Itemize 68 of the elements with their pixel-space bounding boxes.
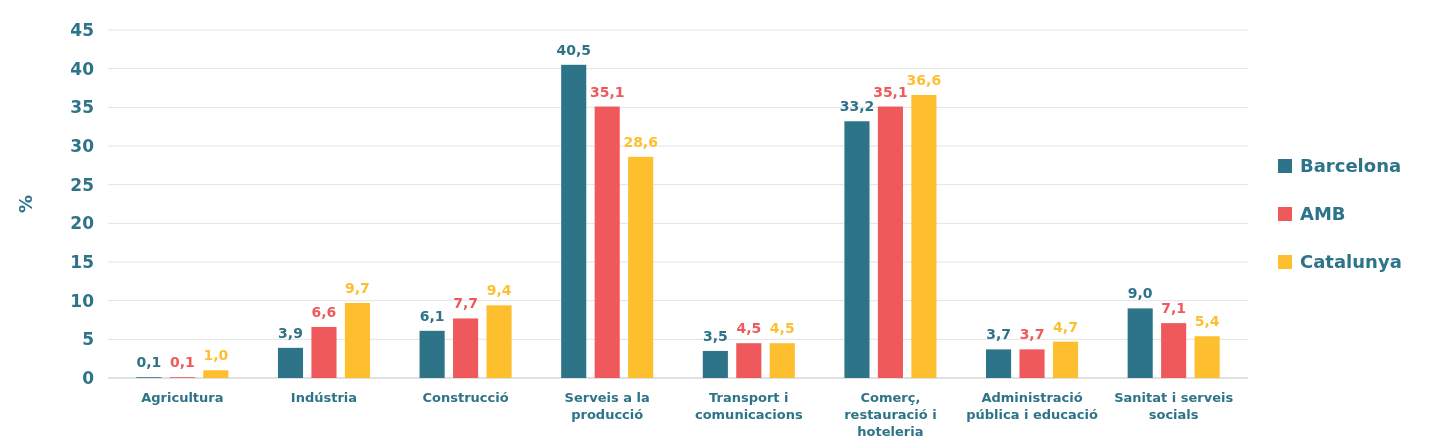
data-label: 1,0: [203, 347, 229, 364]
data-label: 3,9: [278, 324, 303, 341]
bar: [1052, 341, 1079, 378]
y-tick-label: 45: [70, 19, 94, 40]
data-label: 4,5: [736, 320, 762, 337]
data-label: 4,5: [769, 320, 795, 337]
y-tick-label: 20: [70, 213, 95, 234]
data-label: 35,1: [873, 83, 908, 100]
x-tick-label: Serveis a la producció: [564, 390, 650, 422]
data-label: 28,6: [623, 133, 658, 150]
bar: [1194, 336, 1220, 378]
bar: [277, 347, 304, 378]
bar: [911, 94, 937, 378]
y-tick-label: 35: [70, 97, 94, 118]
legend-label: Barcelona: [1300, 155, 1402, 177]
bar: [311, 326, 337, 378]
bar: [561, 64, 587, 378]
data-label: 9,0: [1127, 285, 1153, 302]
x-tick-label: Agricultura: [141, 390, 224, 405]
bar: [419, 330, 445, 378]
data-label: 7,1: [1161, 300, 1187, 317]
y-tick-label: 30: [70, 135, 95, 156]
data-label: 9,7: [345, 279, 370, 296]
bar: [453, 318, 479, 378]
data-label: 4,7: [1053, 318, 1078, 335]
x-tick-label: Sanitat i serveis socials: [1114, 390, 1234, 422]
data-label: 40,5: [556, 41, 591, 58]
data-label: 0,1: [136, 354, 162, 371]
data-label: 0,1: [169, 354, 195, 371]
data-label: 3,7: [1019, 326, 1045, 343]
data-label: 35,1: [589, 83, 625, 100]
bar: [1127, 308, 1153, 378]
data-label: 3,7: [986, 326, 1011, 343]
bar: [702, 350, 728, 378]
data-label: 6,6: [311, 303, 337, 320]
bar: [769, 343, 795, 378]
bar: [1161, 323, 1187, 378]
bar: [1019, 349, 1045, 378]
data-label: 6,1: [419, 307, 445, 324]
bar: [486, 305, 512, 378]
x-tick-label: Comerç, restauració i hoteleria: [844, 390, 937, 439]
bar: [203, 370, 229, 378]
y-tick-label: 25: [70, 174, 94, 195]
data-label: 36,6: [906, 71, 942, 88]
x-tick-label: Indústria: [290, 390, 358, 405]
legend-label: AMB: [1300, 203, 1346, 225]
y-axis-title: %: [15, 194, 36, 214]
bar: [628, 156, 654, 378]
y-tick-label: 10: [70, 290, 95, 311]
y-tick-label: 15: [70, 251, 94, 272]
data-label: 9,4: [486, 282, 512, 299]
bar: [344, 302, 370, 378]
y-tick-label: 40: [70, 58, 95, 79]
bar: [877, 106, 903, 378]
data-label: 5,4: [1194, 313, 1220, 330]
x-tick-label: Construcció: [422, 390, 509, 405]
y-tick-label: 5: [82, 329, 94, 350]
y-tick-label: 0: [82, 367, 95, 388]
x-tick-label: Transport i comunicacions: [694, 390, 803, 422]
bar: [986, 349, 1012, 378]
x-tick-label: Administració pública i educació: [966, 390, 1098, 422]
legend-label: Catalunya: [1300, 251, 1402, 273]
data-label: 7,7: [453, 295, 478, 312]
bar: [594, 106, 620, 378]
data-label: 33,2: [839, 98, 875, 115]
data-label: 3,5: [702, 327, 728, 344]
bar: [844, 121, 870, 378]
bar: [736, 343, 762, 378]
